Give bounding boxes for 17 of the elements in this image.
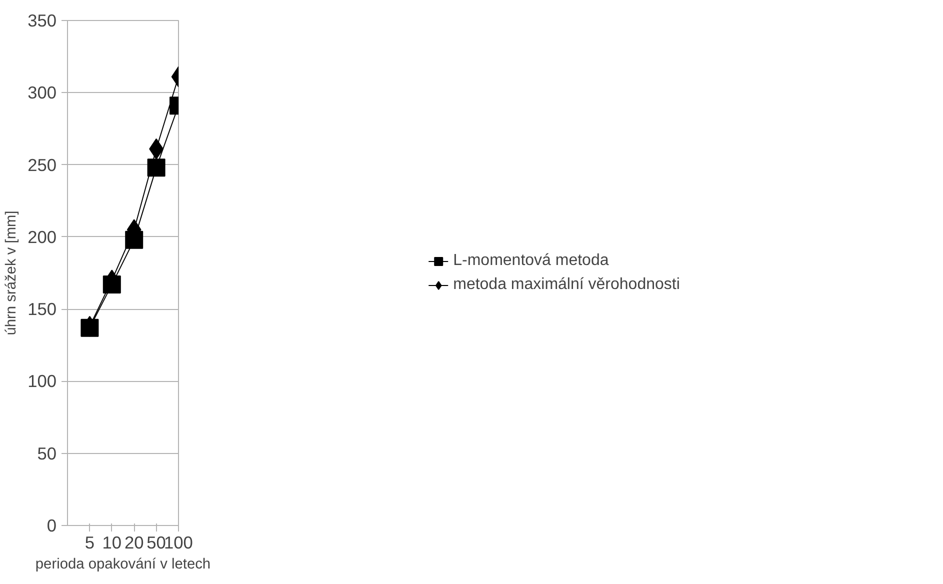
legend-label: metoda maximální věrohodnosti bbox=[453, 276, 680, 294]
y-tick-label: 200 bbox=[28, 226, 57, 247]
y-tick-label: 350 bbox=[28, 10, 57, 30]
x-axis-title: perioda opakování v letech bbox=[35, 556, 211, 572]
x-tick-label: 20 bbox=[124, 532, 144, 552]
x-tick-label: 50 bbox=[146, 532, 166, 552]
x-tick-label: 100 bbox=[164, 532, 193, 552]
x-tick-label: 10 bbox=[102, 532, 122, 552]
y-axis-title: úhrn srážek v [mm] bbox=[4, 210, 20, 336]
y-tick-label: 250 bbox=[28, 154, 57, 175]
x-tick-label: 5 bbox=[84, 532, 95, 552]
y-tick-label: 150 bbox=[28, 299, 57, 320]
y-tick-label: 50 bbox=[37, 443, 57, 464]
y-tick-label: 100 bbox=[28, 371, 57, 392]
legend-label: L-momentová metoda bbox=[453, 252, 609, 270]
y-tick-label: 300 bbox=[28, 82, 57, 103]
y-tick-label: 0 bbox=[46, 516, 57, 536]
